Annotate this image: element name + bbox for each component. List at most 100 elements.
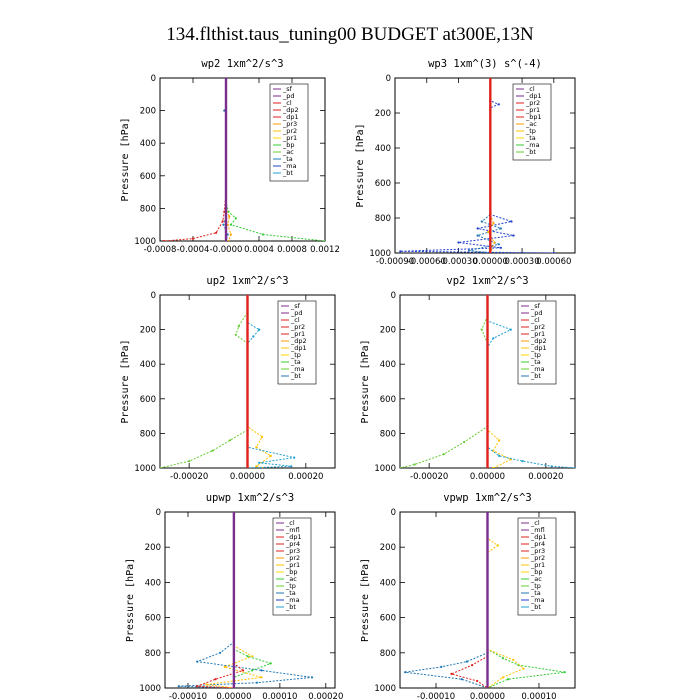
series-point xyxy=(219,651,222,654)
x-tick-label: 0.0004 xyxy=(244,245,274,255)
legend-label: _ma xyxy=(530,596,545,604)
series-point xyxy=(215,231,218,234)
legend-label: _dp1 xyxy=(530,533,547,541)
y-tick-label: 600 xyxy=(375,179,391,189)
series-point xyxy=(229,223,232,226)
series-point xyxy=(486,686,489,688)
y-tick-label: 600 xyxy=(140,172,156,182)
series-group xyxy=(160,295,296,468)
x-tick-label: -0.00020 xyxy=(170,472,208,482)
series-point xyxy=(258,461,261,464)
y-axis-label: Pressure [hPa] xyxy=(355,123,366,207)
legend-label: _ma xyxy=(290,365,305,373)
y-axis-label: Pressure [hPa] xyxy=(360,558,371,642)
series-point xyxy=(497,103,500,106)
legend-label: _ac xyxy=(530,575,542,583)
series-point xyxy=(269,662,272,665)
series-point xyxy=(573,466,575,468)
x-tick-label: -0.00020 xyxy=(410,472,448,482)
series-point xyxy=(188,460,191,463)
series-point xyxy=(399,250,402,253)
y-tick-label: 0 xyxy=(391,508,396,518)
series-point xyxy=(476,679,479,683)
series-point xyxy=(563,671,566,674)
x-tick-label: -0.00010 xyxy=(169,692,207,700)
series-point xyxy=(214,678,217,681)
y-tick-label: 800 xyxy=(380,429,396,439)
legend-label: _ma xyxy=(282,162,297,170)
series-point xyxy=(499,227,502,230)
legend-box xyxy=(269,83,309,182)
series-point xyxy=(480,220,483,223)
y-axis-label: Pressure [hPa] xyxy=(125,558,136,642)
legend-label: _pr2 xyxy=(530,554,545,562)
series-point xyxy=(228,215,231,218)
legend-label: _cl xyxy=(285,519,295,527)
legend-label: _pr3 xyxy=(530,547,545,555)
panel-3: up2 1xm^2/s^3 Pressure [hPa] 0 200 400 600 800… xyxy=(120,275,336,482)
legend-label: _dp1 xyxy=(282,113,299,121)
series-line-pr1 xyxy=(487,295,512,468)
series-point xyxy=(404,671,407,674)
y-tick-label: 200 xyxy=(380,326,396,336)
series-point xyxy=(323,239,325,241)
legend-label: _pr2 xyxy=(525,99,540,107)
legend-label: _bt xyxy=(530,372,541,380)
legend-box xyxy=(512,83,552,161)
series-point xyxy=(471,664,474,667)
legend-label: _bt xyxy=(282,169,293,177)
series-point xyxy=(260,676,263,679)
y-tick-label: 200 xyxy=(380,543,396,553)
y-tick-label: 1000 xyxy=(369,249,391,259)
legend-label: _ta xyxy=(282,155,293,163)
series-point xyxy=(468,249,471,252)
series-point xyxy=(310,676,314,679)
series-point xyxy=(493,241,496,244)
series-point xyxy=(228,439,232,442)
legend-label: _pr1 xyxy=(282,134,297,142)
series-group xyxy=(400,295,575,468)
series-point xyxy=(492,449,495,452)
series-point xyxy=(269,454,272,457)
legend-label: _ma xyxy=(285,596,300,604)
legend-box xyxy=(272,517,312,616)
legend-label: _pr1 xyxy=(530,330,545,338)
series-group xyxy=(404,512,566,688)
series-point xyxy=(463,440,466,444)
legend-label: _ta xyxy=(285,589,296,597)
legend-label: _sf xyxy=(290,302,301,310)
series-point xyxy=(521,460,524,463)
series-point xyxy=(224,78,228,80)
series-point xyxy=(512,234,515,237)
legend-label: _ac xyxy=(285,575,297,583)
series-point xyxy=(255,465,258,468)
series-group xyxy=(399,78,555,253)
legend-label: _ta xyxy=(290,358,301,366)
y-tick-label: 0 xyxy=(156,508,161,518)
legend-label: _bt xyxy=(530,603,541,611)
series-point xyxy=(550,465,553,468)
legend-label: _ta xyxy=(530,589,541,597)
series-point xyxy=(400,466,402,468)
series-point xyxy=(221,220,224,223)
y-tick-label: 1000 xyxy=(134,464,156,474)
series-point xyxy=(227,239,230,241)
y-tick-label: 600 xyxy=(145,614,161,624)
x-tick-label: -0.00060 xyxy=(408,257,446,267)
series-point xyxy=(480,328,483,331)
series-point xyxy=(450,672,453,676)
series-point xyxy=(440,665,443,669)
series-point xyxy=(489,251,492,253)
x-tick-label: 0.0008 xyxy=(277,245,307,255)
series-point xyxy=(163,239,166,241)
x-tick-label: -0.00030 xyxy=(439,257,477,267)
series-point xyxy=(552,251,555,253)
plot-frame xyxy=(164,511,336,689)
series-point xyxy=(246,655,249,658)
series-point xyxy=(252,335,255,338)
legend-label: _bp xyxy=(282,141,295,149)
y-tick-label: 800 xyxy=(375,214,391,224)
x-tick-label: 0.00020 xyxy=(308,692,343,700)
legend-label: _bp1 xyxy=(525,113,542,121)
legend-label: _tp xyxy=(290,351,301,359)
